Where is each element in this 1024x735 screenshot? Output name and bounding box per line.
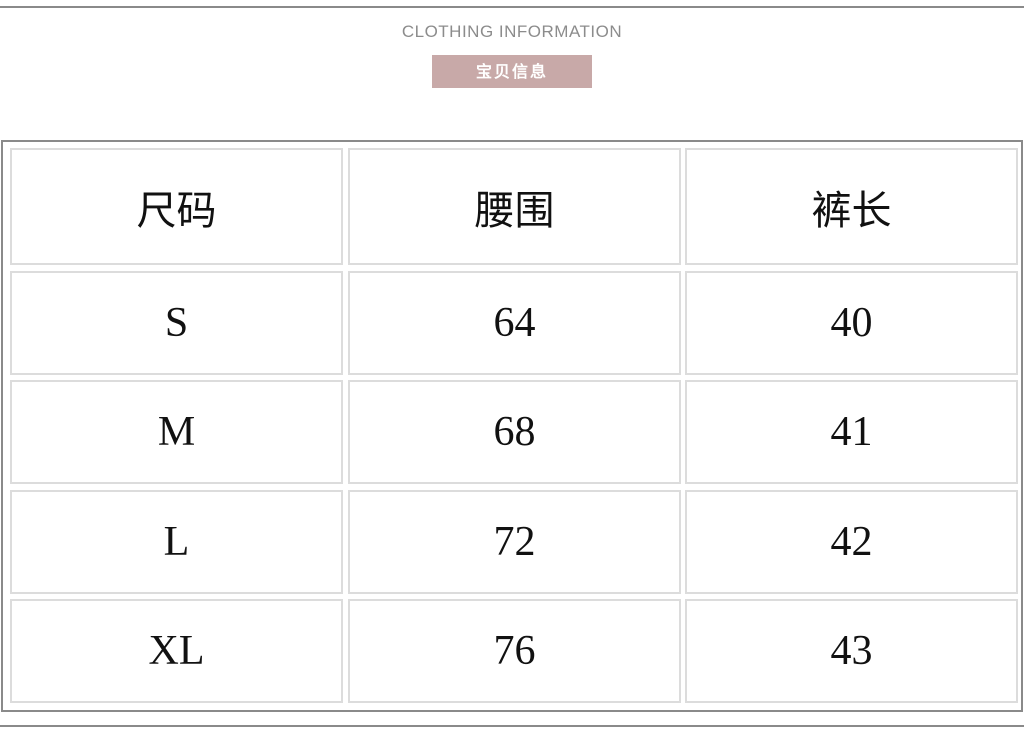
- table-cell-size: L: [10, 490, 343, 594]
- size-table: 尺码 腰围 裤长 S 64 40 M 68 41 L 72 42 XL 76 43: [1, 140, 1023, 712]
- table-cell-size: S: [10, 271, 343, 375]
- table-cell-size: M: [10, 380, 343, 484]
- table-cell-length: 40: [685, 271, 1018, 375]
- table-cell-size: XL: [10, 599, 343, 703]
- bottom-divider: [0, 725, 1024, 727]
- top-divider: [0, 6, 1024, 8]
- section-title: CLOTHING INFORMATION: [401, 22, 623, 41]
- table-cell-length: 43: [685, 599, 1018, 703]
- table-cell-length: 41: [685, 380, 1018, 484]
- table-cell-waist: 76: [348, 599, 681, 703]
- table-cell-waist: 68: [348, 380, 681, 484]
- column-header-length: 裤长: [685, 148, 1018, 265]
- section-badge: 宝贝信息: [432, 55, 592, 88]
- table-cell-waist: 72: [348, 490, 681, 594]
- table-cell-waist: 64: [348, 271, 681, 375]
- column-header-size: 尺码: [10, 148, 343, 265]
- column-header-waist: 腰围: [348, 148, 681, 265]
- table-cell-length: 42: [685, 490, 1018, 594]
